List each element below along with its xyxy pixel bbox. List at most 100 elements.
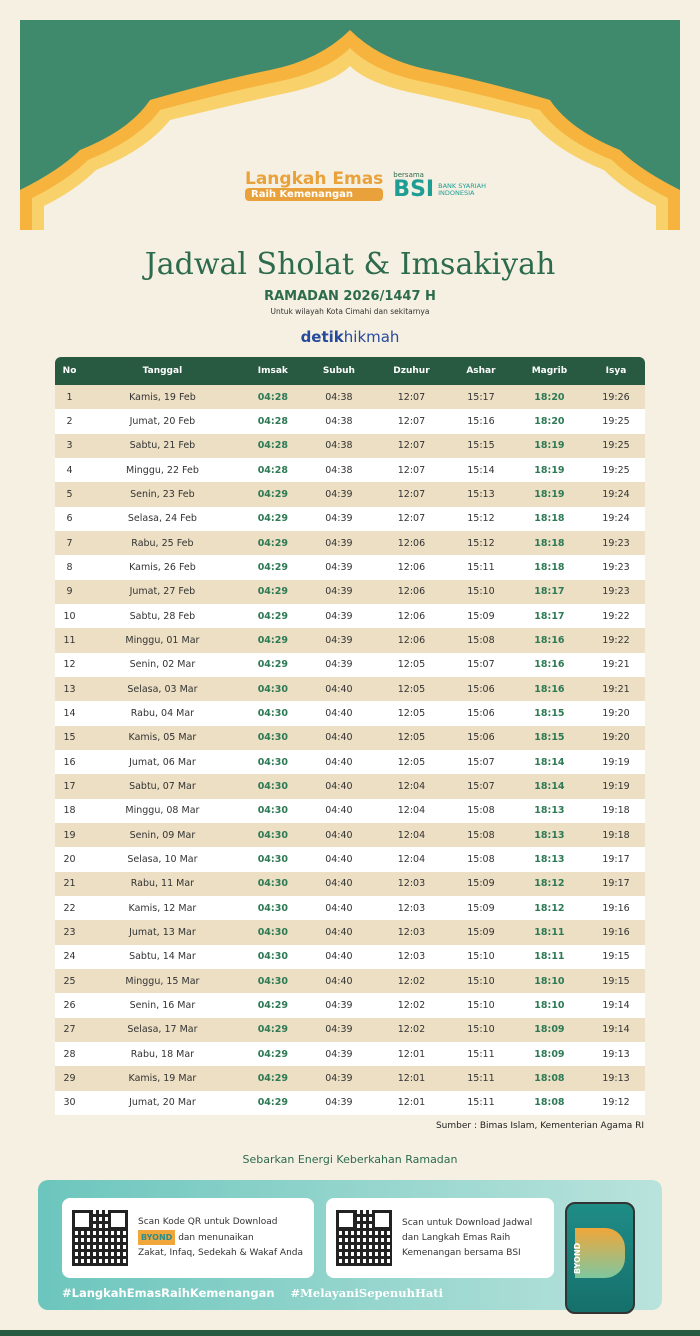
promo-banner: Scan Kode QR untuk Download BYOND dan me… xyxy=(38,1180,662,1314)
cell-no: 11 xyxy=(63,634,76,646)
cell-no: 13 xyxy=(63,683,76,695)
cell-subuh: 04:40 xyxy=(325,853,353,865)
cell-magrib: 18:11 xyxy=(534,951,565,963)
cell-magrib: 18:15 xyxy=(534,732,565,744)
cell-isya: 19:19 xyxy=(602,780,630,792)
cell-ashar: 15:10 xyxy=(467,951,495,963)
cell-subuh: 04:39 xyxy=(325,1048,353,1060)
cell-ashar: 15:06 xyxy=(467,683,495,695)
cell-isya: 19:24 xyxy=(602,513,630,525)
card1-line3: Zakat, Infaq, Sedekah & Wakaf Anda xyxy=(138,1248,304,1258)
cell-ashar: 15:14 xyxy=(467,464,495,476)
cell-imsak: 04:28 xyxy=(257,464,288,476)
cell-date: Sabtu, 28 Feb xyxy=(129,610,196,622)
qr-code-byond[interactable] xyxy=(72,1210,128,1266)
table-row: 30 Jumat, 20 Mar 04:29 04:39 12:01 15:11 18:08… xyxy=(55,1090,645,1115)
cell-isya: 19:26 xyxy=(602,391,630,403)
table-row: 2 Jumat, 20 Feb 04:28 04:38 12:07 15:16 18:20 1… xyxy=(55,409,645,434)
cell-date: Selasa, 17 Mar xyxy=(127,1024,198,1036)
brand-logos: Langkah Emas Raih Kemenangan bersama BSI… xyxy=(245,170,498,201)
cell-ashar: 15:12 xyxy=(467,537,495,549)
table-row: 8 Kamis, 26 Feb 04:29 04:39 12:06 15:11 18:18 1… xyxy=(55,555,645,580)
cell-magrib: 18:16 xyxy=(534,683,565,695)
card1-line2: dan menunaikan xyxy=(178,1233,254,1243)
cell-imsak: 04:29 xyxy=(257,513,288,525)
cell-isya: 19:18 xyxy=(602,805,630,817)
cell-no: 20 xyxy=(63,853,76,865)
publisher-bold: detik xyxy=(300,328,344,346)
table-row: 29 Kamis, 19 Mar 04:29 04:39 12:01 15:11 18:08… xyxy=(55,1066,645,1091)
cell-subuh: 04:40 xyxy=(325,805,353,817)
table-row: 20 Selasa, 10 Mar 04:30 04:40 12:04 15:08 18:1… xyxy=(55,847,645,872)
cell-magrib: 18:13 xyxy=(534,853,565,865)
cell-isya: 19:12 xyxy=(602,1097,630,1109)
cell-no: 2 xyxy=(66,415,73,427)
table-row: 3 Sabtu, 21 Feb 04:28 04:38 12:07 15:15 18:19 1… xyxy=(55,433,645,458)
cell-ashar: 15:11 xyxy=(467,1072,495,1084)
cell-date: Rabu, 18 Mar xyxy=(130,1048,195,1060)
cell-isya: 19:25 xyxy=(602,415,630,427)
cell-date: Jumat, 20 Feb xyxy=(129,415,196,427)
cell-dzuhur: 12:04 xyxy=(397,829,426,841)
cell-isya: 19:23 xyxy=(602,561,630,573)
cell-date: Rabu, 11 Mar xyxy=(130,878,195,890)
source-note: Sumber : Bimas Islam, Kementerian Agama … xyxy=(435,1121,644,1131)
cell-no: 1 xyxy=(66,391,73,403)
cell-ashar: 15:10 xyxy=(467,1024,495,1036)
cell-imsak: 04:29 xyxy=(257,634,288,646)
cell-isya: 19:16 xyxy=(602,902,630,914)
qr-code-schedule[interactable] xyxy=(336,1210,392,1266)
bersama-label: bersama xyxy=(393,170,424,179)
cell-ashar: 15:11 xyxy=(467,1048,495,1060)
cell-subuh: 04:39 xyxy=(325,488,353,500)
cell-date: Senin, 23 Feb xyxy=(130,488,195,500)
column-header-imsak: Imsak xyxy=(257,366,288,376)
cell-dzuhur: 12:07 xyxy=(397,488,426,500)
table-row: 15 Kamis, 05 Mar 04:30 04:40 12:05 15:06 18:15… xyxy=(55,725,645,750)
cell-ashar: 15:12 xyxy=(467,513,495,525)
cell-date: Senin, 16 Mar xyxy=(129,999,196,1011)
cell-dzuhur: 12:07 xyxy=(397,415,426,427)
cell-date: Senin, 09 Mar xyxy=(129,829,196,841)
cell-magrib: 18:18 xyxy=(534,537,565,549)
cell-subuh: 04:40 xyxy=(325,878,353,890)
cell-subuh: 04:39 xyxy=(325,513,353,525)
cell-no: 4 xyxy=(66,464,73,476)
cell-no: 19 xyxy=(63,829,76,841)
cell-date: Kamis, 12 Mar xyxy=(128,902,197,914)
cell-magrib: 18:12 xyxy=(534,902,565,914)
table-row: 17 Sabtu, 07 Mar 04:30 04:40 12:04 15:07 18:14… xyxy=(55,774,645,799)
cell-subuh: 04:39 xyxy=(325,561,353,573)
cell-ashar: 15:10 xyxy=(467,975,495,987)
hashtags: #LangkahEmasRaihKemenangan #MelayaniSepe… xyxy=(62,1286,443,1300)
cell-dzuhur: 12:01 xyxy=(397,1048,426,1060)
cell-dzuhur: 12:04 xyxy=(397,805,426,817)
cell-isya: 19:22 xyxy=(602,610,630,622)
cell-isya: 19:25 xyxy=(602,440,630,452)
ramadan-year: RAMADAN 2026/1447 H xyxy=(264,289,436,304)
column-header-isya: Isya xyxy=(605,366,627,376)
cell-magrib: 18:10 xyxy=(534,975,565,987)
cell-dzuhur: 12:02 xyxy=(397,1024,426,1036)
cell-date: Selasa, 24 Feb xyxy=(127,513,197,525)
cell-ashar: 15:07 xyxy=(467,780,495,792)
tagline: Sebarkan Energi Keberkahan Ramadan xyxy=(242,1153,458,1166)
cell-dzuhur: 12:03 xyxy=(397,902,426,914)
table-row: 11 Minggu, 01 Mar 04:29 04:39 12:06 15:08 18:1… xyxy=(55,628,645,653)
cell-magrib: 18:08 xyxy=(534,1072,565,1084)
cell-no: 7 xyxy=(66,537,73,549)
cell-subuh: 04:40 xyxy=(325,732,353,744)
cell-isya: 19:24 xyxy=(602,488,630,500)
cell-magrib: 18:17 xyxy=(534,610,565,622)
cell-subuh: 04:40 xyxy=(325,902,353,914)
table-row: 25 Minggu, 15 Mar 04:30 04:40 12:02 15:10 18:1… xyxy=(55,968,645,994)
cell-dzuhur: 12:06 xyxy=(397,634,426,646)
cell-imsak: 04:29 xyxy=(257,1097,288,1109)
cell-ashar: 15:07 xyxy=(467,756,495,768)
cell-no: 8 xyxy=(66,561,73,573)
cell-isya: 19:15 xyxy=(602,975,630,987)
cell-imsak: 04:30 xyxy=(257,707,288,719)
cell-imsak: 04:30 xyxy=(257,756,288,768)
cell-ashar: 15:09 xyxy=(467,610,495,622)
schedule-table: No Tanggal Imsak Subuh Dzuhur Ashar Magrib Isya… xyxy=(55,357,645,1115)
